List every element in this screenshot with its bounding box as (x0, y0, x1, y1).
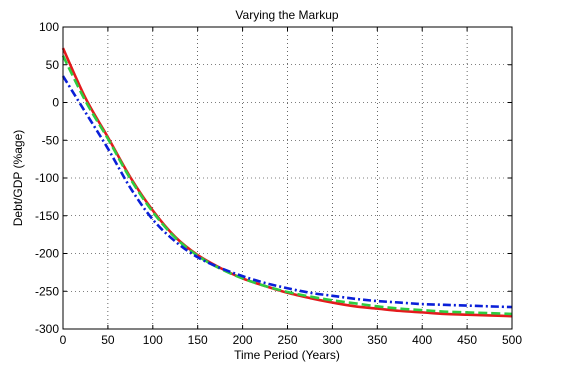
series-line-3 (61, 75, 513, 309)
x-tick-label: 100 (143, 333, 163, 347)
x-tick-label: 0 (60, 333, 67, 347)
series-line-2 (61, 55, 513, 316)
x-tick-label: 50 (101, 333, 115, 347)
axis-ticks (62, 26, 513, 330)
x-tick-label: 250 (277, 333, 297, 347)
y-tick-label: -250 (35, 284, 59, 298)
y-tick-label: -300 (35, 322, 59, 336)
y-tick-label: -50 (42, 133, 60, 147)
y-tick-label: 50 (46, 58, 60, 72)
x-axis-label: Time Period (Years) (234, 348, 340, 362)
y-tick-label: 0 (52, 96, 59, 110)
x-tick-label: 300 (322, 333, 342, 347)
series-lines (61, 47, 513, 318)
y-axis-label: Debt/GDP (%age) (11, 130, 25, 227)
x-tick-label: 400 (412, 333, 432, 347)
x-tick-label: 450 (457, 333, 477, 347)
y-tick-label: 100 (39, 20, 59, 34)
x-tick-label: 200 (233, 333, 253, 347)
x-tick-label: 500 (502, 333, 522, 347)
y-axis-tick-labels: 100 50 0 -50 -100 -150 -200 -250 -300 (35, 20, 59, 336)
chart-title: Varying the Markup (235, 8, 338, 22)
y-tick-label: -200 (35, 247, 59, 261)
x-tick-label: 350 (367, 333, 387, 347)
x-axis-tick-labels: 0 50 100 150 200 250 300 350 400 450 500 (60, 333, 523, 347)
y-tick-label: -100 (35, 171, 59, 185)
x-tick-label: 150 (188, 333, 208, 347)
y-tick-label: -150 (35, 209, 59, 223)
